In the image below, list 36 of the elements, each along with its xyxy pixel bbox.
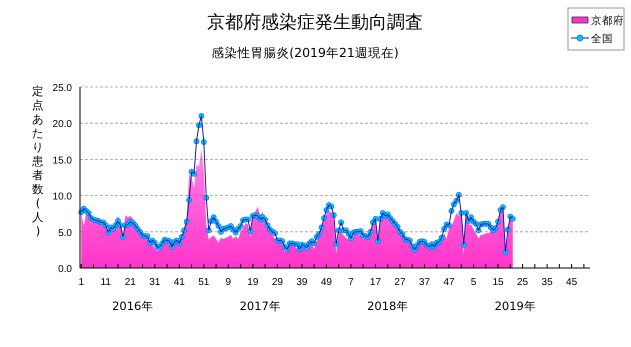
x-tick-label: 9 (226, 277, 232, 288)
x-tick-label: 45 (566, 277, 578, 288)
legend-label: 京都府 (591, 14, 624, 27)
x-tick-label: 5 (470, 277, 477, 288)
chart-title: 京都府感染症発生動向調査 (207, 12, 423, 33)
y-tick-label: 15.0 (52, 155, 72, 166)
x-tick-label: 29 (272, 277, 284, 288)
x-tick-label: 47 (443, 277, 456, 288)
text: 定点あたり患者数(人) (32, 84, 44, 238)
x-tick-label: 11 (100, 277, 112, 288)
text: 2018年 (367, 299, 408, 313)
x-tick-label: 1 (78, 277, 84, 288)
text: 2016年 (112, 299, 154, 313)
x-tick-label: 31 (149, 277, 161, 288)
x-tick-label: 37 (418, 277, 430, 288)
x-tick-label: 17 (370, 277, 382, 288)
x-tick-label: 27 (394, 277, 406, 288)
x-tick-label: 7 (348, 277, 354, 288)
x-tick-label: 21 (124, 277, 136, 288)
x-tick-label: 41 (174, 277, 186, 288)
y-tick-label: 20.0 (52, 119, 72, 130)
x-tick-label: 49 (320, 277, 332, 288)
text: 2019年 (494, 299, 536, 313)
x-tick-label: 51 (198, 277, 210, 288)
legend-label: 全国 (591, 33, 613, 45)
x-tick-label: 19 (247, 277, 259, 288)
y-tick-label: 0.0 (58, 264, 72, 275)
chart-subtitle: 感染性胃腸炎(2019年21週現在) (211, 45, 399, 60)
y-tick-label: 25.0 (52, 83, 72, 94)
y-tick-label: 5.0 (58, 228, 72, 239)
y-tick-label: 10.0 (52, 192, 72, 203)
x-tick-label: 39 (296, 277, 308, 288)
x-tick-label: 35 (542, 277, 554, 288)
text: 2017年 (240, 299, 281, 313)
x-tick-label: 25 (517, 277, 529, 288)
x-tick-label: 15 (492, 277, 504, 288)
